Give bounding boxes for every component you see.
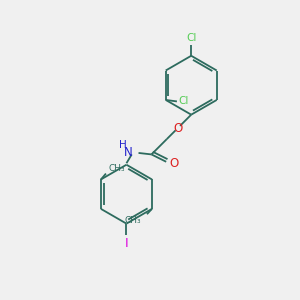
Text: Cl: Cl: [186, 33, 196, 43]
Text: O: O: [169, 157, 178, 170]
Text: H: H: [119, 140, 127, 150]
Text: CH₃: CH₃: [109, 164, 125, 173]
Text: Cl: Cl: [178, 96, 189, 106]
Text: N: N: [124, 146, 133, 159]
Text: O: O: [173, 122, 182, 135]
Text: CH₃: CH₃: [124, 216, 141, 225]
Text: I: I: [124, 237, 128, 250]
